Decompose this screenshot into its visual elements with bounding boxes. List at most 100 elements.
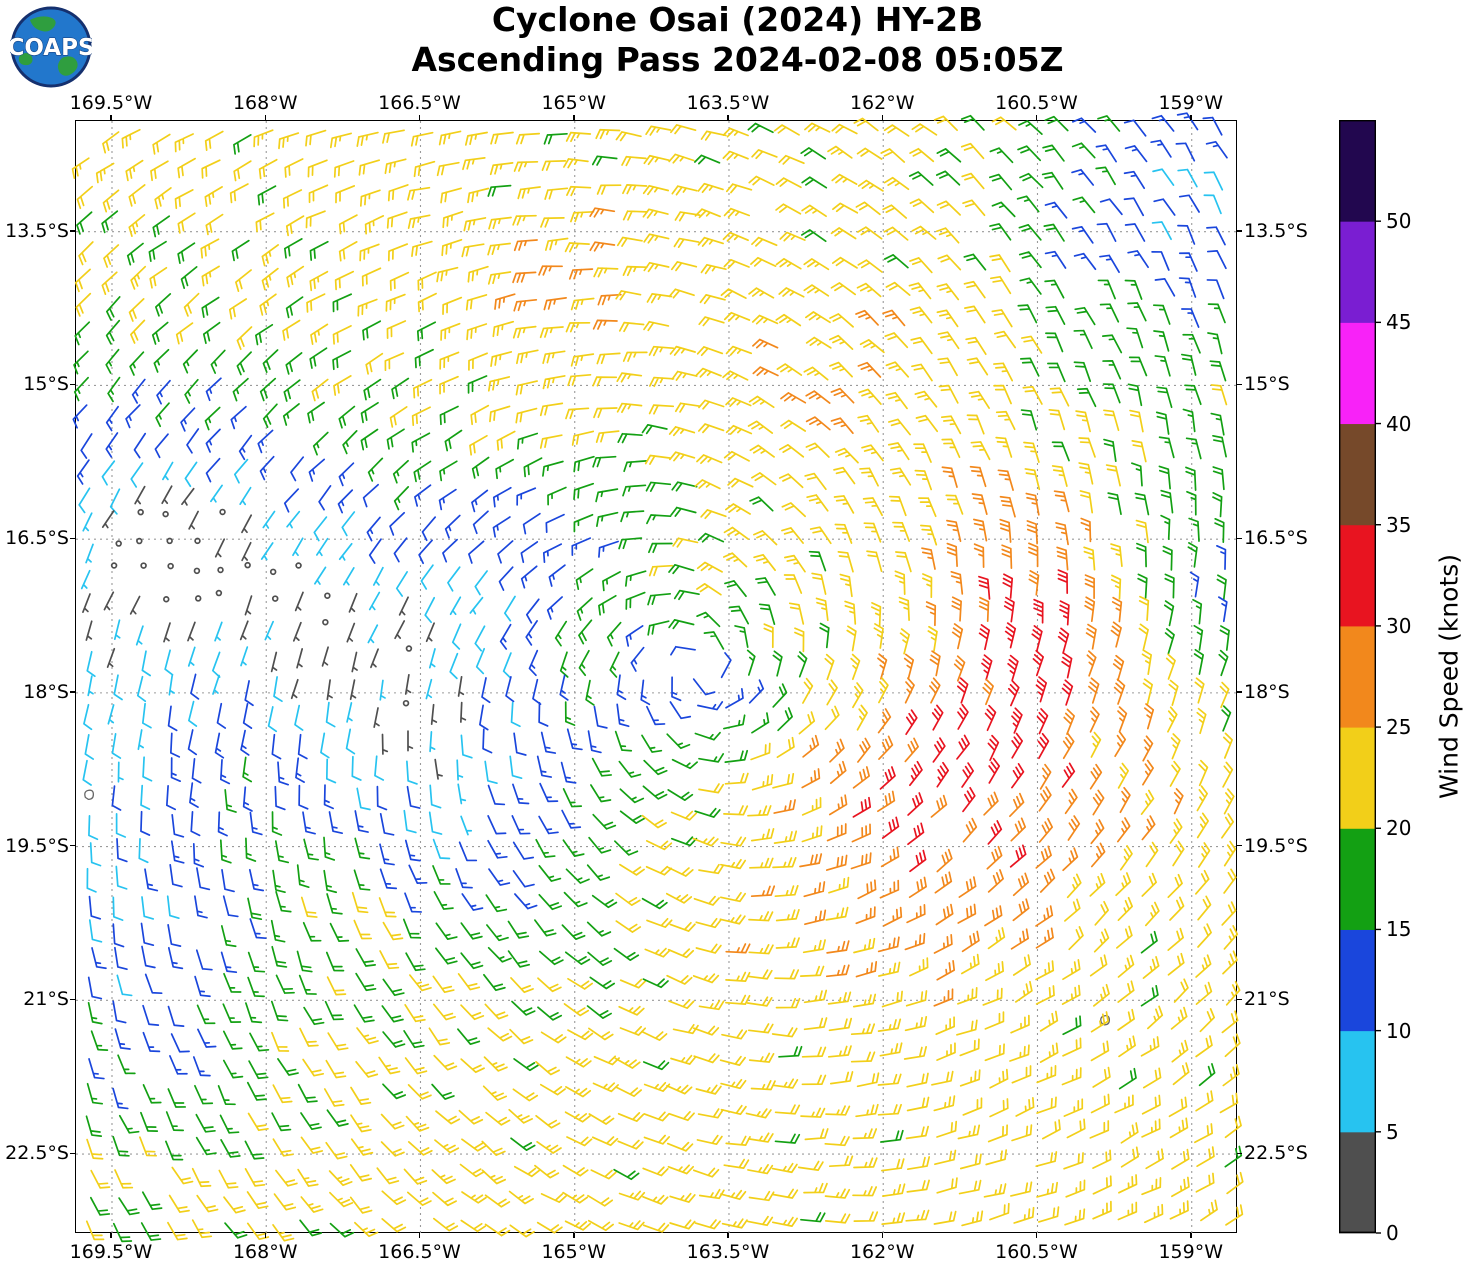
wind-barb [1051,441,1070,462]
wind-barb [640,679,651,706]
wind-barb [585,679,595,706]
wind-barb [309,270,329,292]
calm-wind-circle [140,562,147,569]
wind-barb [930,794,948,818]
wind-barb [883,906,903,927]
wind-barb [114,1028,131,1050]
wind-barb [885,281,911,296]
wind-barb [466,323,488,341]
wind-barb [829,738,845,763]
wind-barb [1117,706,1128,733]
wind-barb [804,909,827,926]
wind-barb [904,932,926,951]
wind-barb [538,864,562,882]
wind-barb [982,678,994,706]
wind-barb [167,1005,185,1027]
wind-barb [378,1056,401,1075]
wind-barb [174,133,194,153]
wind-barb [321,646,329,667]
wind-barb [1167,873,1183,899]
wind-barb [74,268,91,293]
wind-barb [989,275,1012,295]
wind-barb [1119,786,1131,814]
wind-barb [1153,198,1176,216]
wind-barb [641,423,668,435]
wind-barb [803,366,829,381]
wind-barb [1180,353,1197,376]
wind-barb [1145,841,1159,868]
wind-barb [540,1193,568,1203]
wind-barb [1221,901,1237,926]
wind-barb [772,856,797,869]
wind-barb [188,700,198,727]
calm-wind-circle [295,562,302,569]
wind-barb [697,701,724,711]
wind-barb [908,171,934,186]
wind-barb [329,1222,355,1238]
wind-barb [71,157,90,179]
wind-barb [413,460,432,483]
wind-barb [1011,732,1023,759]
wind-barb [1128,356,1148,377]
wind-barb [138,838,149,864]
wind-barb [141,702,152,729]
wind-barb [545,513,565,534]
wind-barb [616,703,630,728]
wind-barb [933,988,954,1007]
calm-wind-circle [167,562,174,570]
wind-barb [698,863,725,875]
wind-barb [933,115,958,132]
wind-barb [1135,519,1149,544]
wind-barb [887,442,910,461]
wind-barb [1151,114,1175,132]
wind-barb [914,469,933,491]
wind-barb [345,728,356,755]
wind-barb [216,702,227,729]
wind-barb [457,1028,481,1046]
wind-barb [1200,1199,1218,1222]
wind-barb [1185,437,1202,460]
wind-barb [495,458,515,480]
y-tick-label-right: 22.5°S [1244,1142,1308,1165]
wind-barb [82,512,93,532]
wind-barb [889,467,912,486]
wind-barb [747,1132,774,1143]
wind-barb [1061,984,1081,1005]
wind-barb [827,991,852,1005]
wind-barb [460,922,483,940]
wind-barb [485,1111,511,1126]
wind-barb [1222,950,1238,975]
wind-barb [220,925,237,948]
wind-barb [1145,1148,1164,1170]
wind-barb [906,1156,931,1171]
y-tick-label-right: 15°S [1244,373,1290,396]
wind-barb [326,976,347,996]
wind-barb [449,596,462,616]
wind-barb [242,702,253,729]
axis-tick [70,691,75,693]
wind-barb [153,348,170,373]
wind-barb [1073,329,1093,350]
wind-barb [538,893,563,911]
wind-barb [670,506,697,517]
wind-barb [881,990,903,1008]
colorbar [1338,119,1381,1234]
wind-barb [359,243,380,262]
wind-barb [231,239,250,262]
wind-barb [195,1136,217,1156]
wind-barb [142,1084,162,1104]
wind-barb [360,428,379,451]
coastline-mark [1100,1015,1111,1026]
wind-barb [1110,621,1122,648]
wind-barb [986,845,1003,870]
wind-barb [1036,1181,1059,1198]
axis-tick [264,1233,267,1238]
wind-barb [852,1128,878,1140]
wind-barb [830,282,857,296]
wind-barb [409,974,432,992]
wind-barb [171,813,185,838]
wind-barb [220,1139,241,1158]
wind-barb [212,674,220,695]
wind-barb [850,1051,876,1063]
wind-barb [302,1058,325,1077]
